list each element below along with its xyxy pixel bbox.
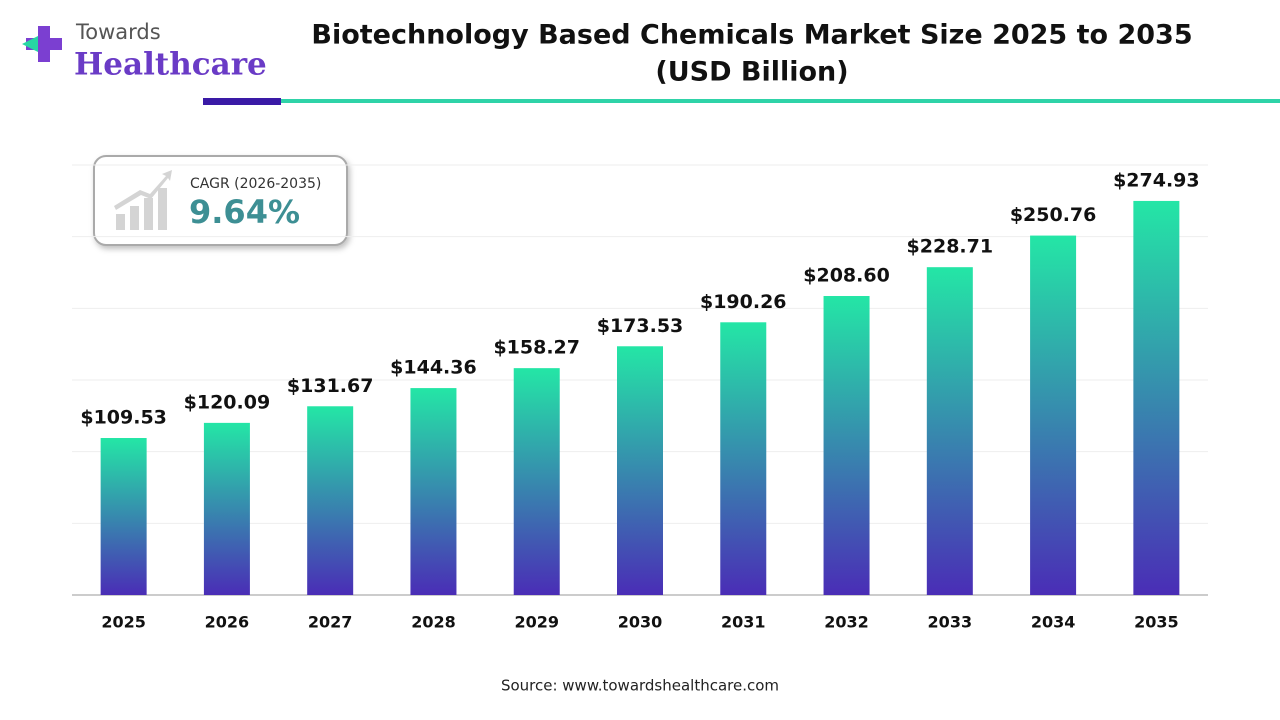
- cagr-frame: [93, 155, 348, 246]
- value-label: $190.26: [700, 291, 787, 313]
- x-tick-label: 2026: [205, 613, 250, 632]
- bar: [410, 388, 457, 595]
- chart-subtitle: (USD Billion): [655, 57, 848, 88]
- x-tick-label: 2032: [824, 613, 869, 632]
- cagr-label: CAGR (2026-2035): [190, 176, 321, 192]
- x-tick-label: 2025: [101, 613, 146, 632]
- value-label: $208.60: [803, 265, 890, 287]
- value-label: $131.67: [287, 375, 374, 397]
- cagr-icon: [114, 170, 172, 230]
- x-tick-label: 2031: [721, 613, 766, 632]
- value-label: $144.36: [390, 357, 477, 379]
- bar: [617, 346, 663, 595]
- bar: [1133, 200, 1180, 596]
- value-label: $250.76: [1010, 204, 1097, 226]
- x-tick-label: 2034: [1031, 613, 1076, 632]
- x-tick-label: 2027: [308, 613, 353, 632]
- logo: Towards Healthcare: [22, 20, 267, 83]
- header-bar: [203, 98, 281, 105]
- value-label: $109.53: [80, 407, 167, 429]
- chart-title: Biotechnology Based Chemicals Market Siz…: [311, 20, 1192, 51]
- logo-cross: [26, 26, 62, 62]
- value-label: $173.53: [597, 315, 684, 337]
- value-label: $158.27: [493, 337, 580, 359]
- value-label: $228.71: [907, 236, 994, 258]
- bar: [926, 267, 973, 595]
- cagr-value: 9.64%: [189, 193, 300, 231]
- x-tick-label: 2033: [928, 613, 973, 632]
- logo-bottom: Healthcare: [74, 47, 267, 83]
- x-tick-label: 2030: [618, 613, 663, 632]
- bar: [823, 296, 870, 595]
- cagr-box: CAGR (2026-2035) 9.64%: [93, 155, 348, 246]
- value-label: $274.93: [1113, 169, 1200, 191]
- value-label: $120.09: [184, 391, 271, 413]
- bar: [513, 368, 560, 595]
- bar: [100, 438, 147, 595]
- source: Source: www.towardshealthcare.com: [501, 677, 779, 695]
- x-tick-label: 2035: [1134, 613, 1179, 632]
- x-tick-label: 2029: [514, 613, 559, 632]
- x-tick-label: 2028: [411, 613, 456, 632]
- logo-accent: [22, 36, 38, 52]
- bar: [203, 422, 250, 595]
- bar: [1030, 235, 1077, 595]
- bar: [307, 406, 354, 595]
- header-line: [281, 99, 1280, 103]
- logo-top: Towards: [75, 20, 161, 44]
- bar: [720, 322, 767, 595]
